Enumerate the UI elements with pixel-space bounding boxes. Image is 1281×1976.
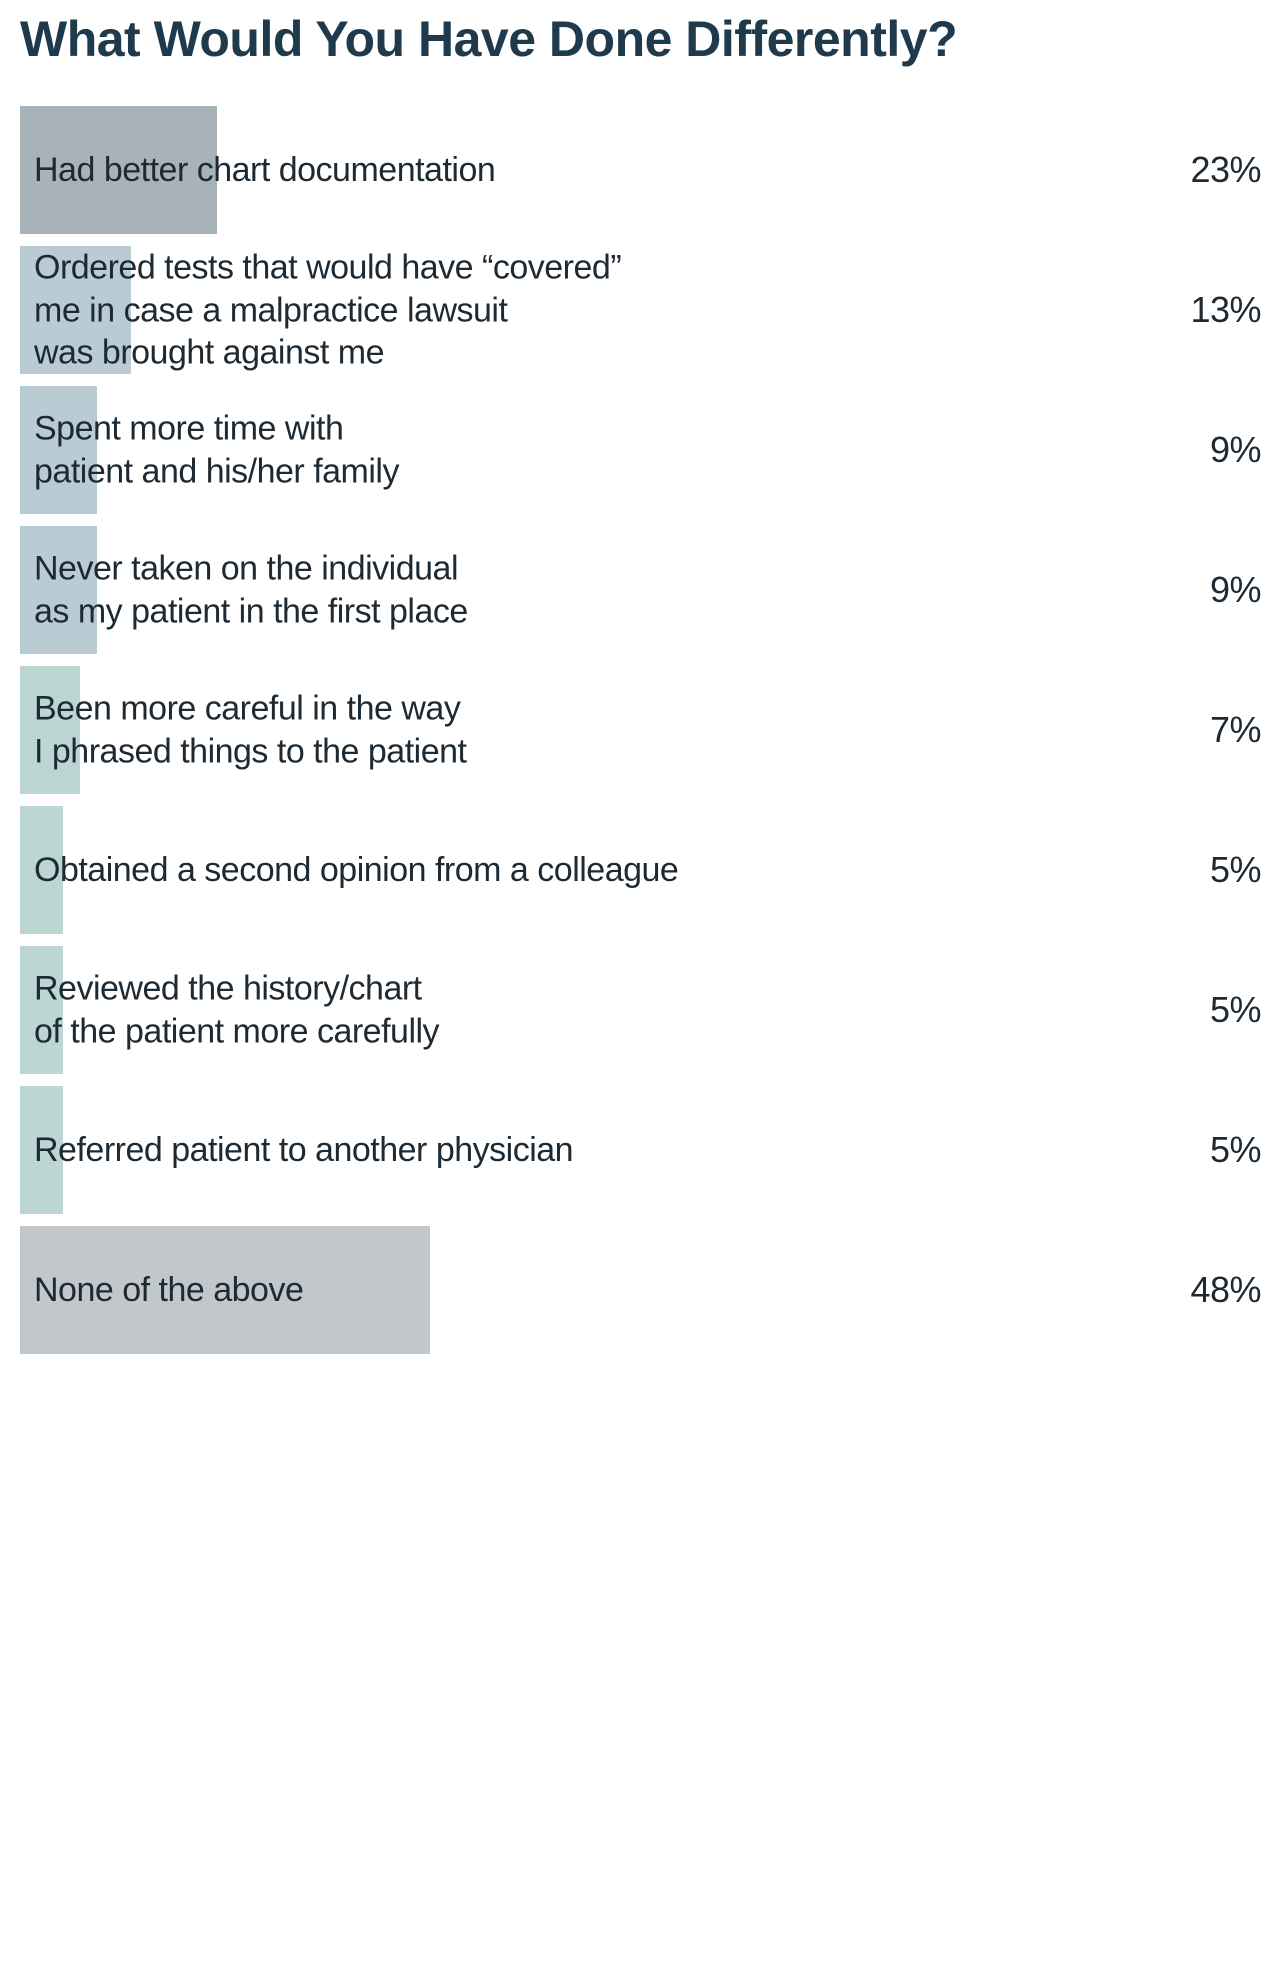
bar-percent: 23% bbox=[1190, 149, 1261, 191]
bar-row: None of the above 48% bbox=[20, 1226, 1261, 1354]
bar-label: Spent more time with patient and his/her… bbox=[34, 408, 399, 493]
bar-label: Never taken on the individual as my pati… bbox=[34, 548, 468, 633]
bar-list: Had better chart documentation 23% Ordered… bbox=[20, 106, 1261, 1354]
bar-label: None of the above bbox=[34, 1269, 303, 1312]
bar-label: Reviewed the history/chart of the patien… bbox=[34, 968, 439, 1053]
bar-label: Obtained a second opinion from a colleag… bbox=[34, 849, 678, 892]
chart-container: What Would You Have Done Differently? Ha… bbox=[0, 0, 1281, 1406]
bar-label: Ordered tests that would have “covered” … bbox=[34, 246, 621, 374]
bar-row: Had better chart documentation 23% bbox=[20, 106, 1261, 234]
bar-percent: 9% bbox=[1210, 429, 1261, 471]
bar-row: Been more careful in the way I phrased t… bbox=[20, 666, 1261, 794]
bar-row: Obtained a second opinion from a colleag… bbox=[20, 806, 1261, 934]
bar-percent: 5% bbox=[1210, 1129, 1261, 1171]
bar-row: Spent more time with patient and his/her… bbox=[20, 386, 1261, 514]
bar-percent: 9% bbox=[1210, 569, 1261, 611]
bar-label: Referred patient to another physician bbox=[34, 1129, 573, 1172]
bar-percent: 5% bbox=[1210, 989, 1261, 1031]
chart-title: What Would You Have Done Differently? bbox=[20, 10, 1261, 68]
bar-percent: 13% bbox=[1190, 289, 1261, 331]
bar-row: Never taken on the individual as my pati… bbox=[20, 526, 1261, 654]
bar-percent: 7% bbox=[1210, 709, 1261, 751]
bar-row: Reviewed the history/chart of the patien… bbox=[20, 946, 1261, 1074]
bar-label: Had better chart documentation bbox=[34, 149, 495, 192]
bar-label: Been more careful in the way I phrased t… bbox=[34, 688, 466, 773]
bar-row: Ordered tests that would have “covered” … bbox=[20, 246, 1261, 374]
bar-row: Referred patient to another physician 5% bbox=[20, 1086, 1261, 1214]
bar-percent: 48% bbox=[1190, 1269, 1261, 1311]
bar-percent: 5% bbox=[1210, 849, 1261, 891]
